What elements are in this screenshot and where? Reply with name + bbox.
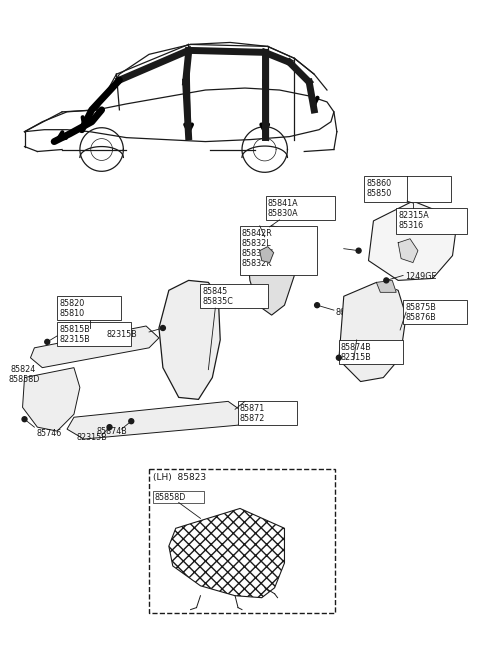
- Text: 85824: 85824: [11, 365, 36, 374]
- Polygon shape: [376, 280, 396, 292]
- Polygon shape: [23, 367, 80, 431]
- Bar: [153, 491, 204, 502]
- Text: 85858D: 85858D: [9, 375, 40, 384]
- Text: 82315B: 82315B: [107, 330, 137, 339]
- Circle shape: [107, 424, 112, 430]
- Text: 82315B: 82315B: [59, 335, 90, 344]
- Polygon shape: [339, 282, 406, 382]
- Bar: [240, 226, 317, 276]
- Polygon shape: [159, 280, 220, 400]
- Circle shape: [314, 303, 320, 308]
- Text: 1249GE: 1249GE: [405, 272, 437, 282]
- Text: 86591: 86591: [336, 308, 361, 317]
- Bar: [201, 284, 268, 308]
- Text: 85875B: 85875B: [405, 303, 436, 312]
- Circle shape: [160, 326, 166, 331]
- Bar: [363, 176, 451, 202]
- Bar: [266, 196, 335, 220]
- Polygon shape: [30, 326, 159, 367]
- Circle shape: [129, 419, 134, 424]
- Text: 85842R: 85842R: [242, 229, 273, 238]
- Text: 85845: 85845: [203, 288, 228, 296]
- Text: 85874B: 85874B: [96, 427, 127, 436]
- Text: 85815E: 85815E: [279, 241, 310, 250]
- Polygon shape: [67, 402, 245, 439]
- Text: 85746: 85746: [36, 429, 61, 438]
- Bar: [57, 296, 121, 320]
- Text: 85850: 85850: [367, 189, 392, 198]
- Circle shape: [45, 339, 50, 345]
- Text: 82315B: 82315B: [341, 353, 372, 362]
- Bar: [238, 402, 297, 425]
- Text: 85316: 85316: [398, 221, 423, 230]
- Text: 85815B: 85815B: [59, 325, 90, 334]
- Bar: [57, 322, 131, 346]
- Bar: [403, 300, 468, 324]
- Text: 85832M: 85832M: [242, 249, 274, 257]
- Text: 85830A: 85830A: [268, 209, 298, 218]
- Text: 85832L: 85832L: [242, 239, 272, 248]
- Text: 85872: 85872: [240, 414, 265, 423]
- Polygon shape: [398, 239, 418, 263]
- Bar: [149, 469, 335, 612]
- Text: 85832K: 85832K: [242, 259, 272, 268]
- Circle shape: [22, 417, 27, 422]
- Text: 85876B: 85876B: [405, 313, 436, 322]
- Polygon shape: [369, 201, 457, 280]
- Circle shape: [356, 248, 361, 253]
- Text: 85858D: 85858D: [155, 493, 186, 502]
- Text: 82315B: 82315B: [77, 433, 108, 442]
- Text: 85860: 85860: [367, 179, 392, 188]
- Polygon shape: [169, 508, 285, 598]
- Bar: [396, 208, 468, 234]
- Bar: [339, 340, 403, 364]
- Text: 82315A: 82315A: [398, 211, 429, 220]
- Polygon shape: [260, 247, 274, 263]
- Text: 85841A: 85841A: [268, 199, 298, 208]
- Text: 85820: 85820: [59, 299, 84, 309]
- Circle shape: [384, 278, 389, 283]
- Text: 85810: 85810: [59, 309, 84, 318]
- Text: 85835C: 85835C: [203, 297, 233, 307]
- Circle shape: [336, 355, 341, 360]
- Polygon shape: [248, 226, 294, 315]
- Text: 85874B: 85874B: [341, 343, 372, 352]
- Text: (LH)  85823: (LH) 85823: [153, 473, 206, 482]
- Text: 85871: 85871: [240, 404, 265, 413]
